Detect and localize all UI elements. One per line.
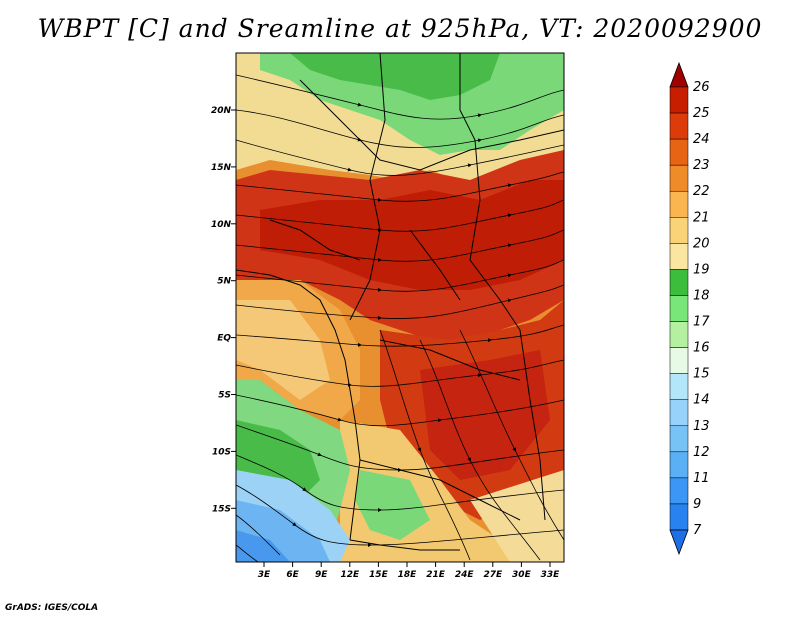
colorbar-segment (669, 295, 689, 322)
colorbar-label: 19 (693, 262, 710, 277)
lat-tick-label: 15N (211, 163, 232, 173)
colorbar-top-arrow (669, 61, 689, 88)
colorbar-segment (669, 86, 689, 114)
colorbar-label: 11 (693, 471, 710, 486)
lon-tick-label: 21E (426, 570, 446, 580)
colorbar-label: 20 (693, 236, 710, 251)
colorbar (669, 61, 689, 556)
lat-tick-label: 10N (211, 220, 232, 230)
colorbar-segment (669, 138, 689, 166)
colorbar-label: 18 (693, 288, 710, 303)
colorbar-segment (669, 269, 689, 296)
colorbar-segment (669, 217, 689, 244)
colorbar-segment (669, 347, 689, 374)
lat-tick-label: 15S (212, 504, 231, 514)
colorbar-segment (669, 373, 689, 400)
colorbar-label: 23 (693, 158, 710, 173)
lat-tick-label: 5N (217, 277, 231, 287)
lon-tick-label: 9E (315, 570, 328, 580)
lon-tick-label: 6E (286, 570, 299, 580)
temperature-field (236, 53, 564, 562)
colorbar-segment (669, 190, 689, 218)
colorbar-segment (669, 503, 689, 531)
colorbar-label: 22 (693, 184, 710, 199)
colorbar-label: 24 (693, 132, 710, 147)
lon-tick-label: 18E (398, 570, 418, 580)
colorbar-segment (669, 451, 689, 479)
colorbar-segment (669, 243, 689, 270)
map-frame (235, 52, 565, 563)
colorbar-label: 9 (693, 497, 701, 512)
lat-tick-label: EQ (217, 334, 231, 344)
colorbar-label: 14 (693, 393, 710, 408)
colorbar-label: 12 (693, 445, 710, 460)
colorbar-label: 16 (693, 341, 710, 356)
colorbar-label: 21 (693, 210, 710, 225)
lat-tick-label: 10S (212, 447, 231, 457)
colorbar-label: 13 (693, 419, 710, 434)
lon-tick-label: 24E (455, 570, 475, 580)
colorbar-label: 25 (693, 106, 710, 121)
colorbar-segment (669, 399, 689, 427)
credit-text: GrADS: IGES/COLA (5, 603, 99, 613)
latitude-axis: 20N 15N 10N 5N EQ 5S 10S 15S (211, 106, 236, 514)
lon-tick-label: 27E (483, 570, 503, 580)
lat-tick-label: 5S (218, 391, 231, 401)
colorbar-segment (669, 477, 689, 505)
colorbar-label: 7 (693, 523, 702, 538)
colorbar-segment (669, 321, 689, 348)
lon-tick-label: 30E (512, 570, 532, 580)
colorbar-segment (669, 425, 689, 453)
lon-tick-label: 33E (541, 570, 561, 580)
colorbar-label: 26 (693, 80, 710, 95)
colorbar-segment (669, 164, 689, 192)
longitude-axis: 3E 6E 9E 12E 15E 18E 21E 24E 27E 30E 33E (258, 562, 560, 580)
colorbar-labels: 26 25 24 23 22 21 20 19 18 17 16 15 14 13 12 11 9 7 (693, 80, 710, 538)
colorbar-segment (669, 112, 689, 140)
lon-tick-label: 12E (340, 570, 360, 580)
lon-tick-label: 3E (258, 570, 271, 580)
lat-tick-label: 20N (211, 106, 232, 116)
map-title: WBPT [C] and Sreamline at 925hPa, VT: 20… (37, 14, 763, 43)
colorbar-bottom-arrow (669, 529, 689, 556)
lon-tick-label: 15E (369, 570, 389, 580)
colorbar-label: 15 (693, 367, 710, 382)
colorbar-label: 17 (693, 315, 710, 330)
